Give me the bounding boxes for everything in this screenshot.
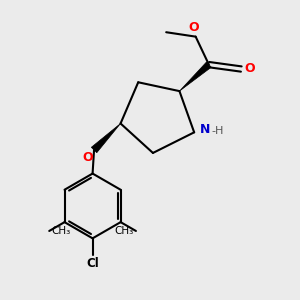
Text: CH₃: CH₃ xyxy=(114,226,134,236)
Text: O: O xyxy=(82,152,93,164)
Text: N: N xyxy=(200,124,210,136)
Polygon shape xyxy=(179,62,211,91)
Polygon shape xyxy=(91,124,121,153)
Text: Cl: Cl xyxy=(86,257,99,270)
Text: CH₃: CH₃ xyxy=(52,226,71,236)
Text: O: O xyxy=(244,62,255,75)
Text: -H: -H xyxy=(211,126,224,136)
Text: O: O xyxy=(189,21,200,34)
